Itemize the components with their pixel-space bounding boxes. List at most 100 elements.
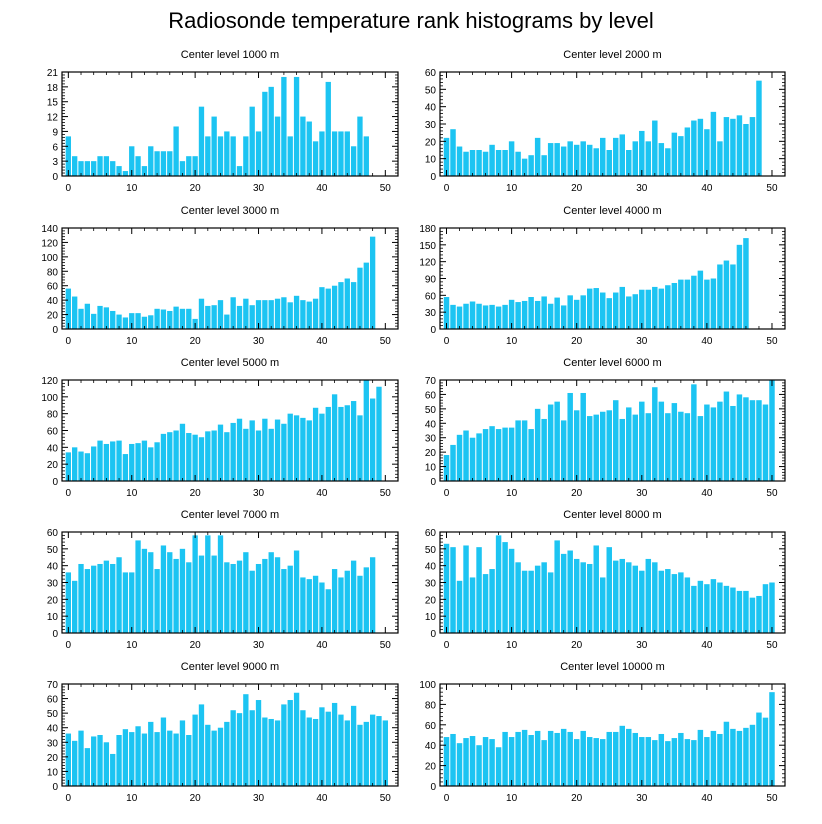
bar [103,560,110,633]
x-tick-label: 30 [253,488,265,499]
y-tick-label: 30 [425,308,437,319]
bar [573,299,580,329]
bar [357,116,363,176]
x-tick-label: 0 [66,793,72,804]
bar [274,557,281,633]
bar [619,286,625,329]
y-tick-label: 20 [425,595,437,606]
bar [450,304,456,329]
bar [249,710,255,786]
bar [205,305,211,329]
bar [84,569,91,633]
bar [671,282,678,329]
bar [665,285,671,329]
x-tick-label: 40 [316,183,328,194]
bar [508,299,515,329]
panel-title: Center level 3000 m [181,205,279,217]
y-tick-label: 50 [47,545,59,556]
bar [236,166,243,176]
panel-title: Center level 6000 m [563,357,661,369]
bar [573,558,580,633]
bar [236,560,243,633]
bar [534,300,541,329]
y-tick-label: 50 [425,545,437,556]
panel-1: Center level 1000 m 0 3 6 9 12 15 18 21 0 10 20 30 40… [47,49,399,194]
bar [632,294,639,329]
bar [495,535,502,633]
y-tick-label: 180 [419,224,436,235]
bar [554,540,560,633]
bar [287,413,293,481]
bar [129,146,135,176]
bar [116,557,122,633]
bar [135,156,141,176]
bar [619,134,625,176]
bar [65,572,72,633]
y-tick-label: 30 [425,434,437,445]
bar [198,298,205,329]
bar [502,150,508,176]
bar [678,572,684,633]
y-tick-label: 30 [425,120,437,131]
bar [300,710,306,786]
y-tick-label: 40 [425,562,437,573]
bar [756,80,762,176]
bar [723,260,730,329]
bar [743,590,749,633]
bar [306,420,312,481]
bar [515,420,521,481]
y-tick-label: 12 [47,113,59,124]
x-tick-label: 0 [444,488,450,499]
y-tick-label: 40 [425,103,437,114]
bar [312,298,319,329]
bar [463,545,469,633]
bar [268,552,274,633]
x-tick-label: 30 [636,488,648,499]
bar [363,567,369,633]
bar [515,302,521,329]
bar [319,707,325,786]
bar [344,131,350,176]
bar [198,437,205,481]
y-tick-label: 60 [47,528,59,539]
bar [573,739,580,786]
bar [580,295,586,329]
y-tick-label: 10 [425,155,437,166]
bar [691,740,697,786]
y-tick-label: 20 [47,311,59,322]
bar [179,423,186,481]
bar [135,540,141,633]
bar [154,732,160,786]
bar [547,730,554,786]
bar [717,582,723,633]
bar [110,563,116,633]
bar [97,563,103,633]
bar [230,710,236,786]
x-tick-label: 10 [126,640,138,651]
bar [547,303,554,329]
panel-5: Center level 5000 m 0 20 40 60 80 100 120 0 10 20 3… [41,357,399,499]
bar [249,420,255,481]
bar [489,144,495,176]
bar [186,735,192,786]
bar [567,550,573,633]
bar [600,739,606,786]
bar [78,451,84,481]
bar [606,150,612,176]
bar [489,304,495,329]
bar [613,400,619,481]
bar [450,129,456,176]
bar [469,736,476,786]
bar [173,558,179,633]
bar [135,443,141,481]
x-tick-label: 0 [444,183,450,194]
y-tick-label: 18 [47,83,59,94]
bar [319,582,325,633]
bar [243,428,249,481]
bar [443,455,450,481]
bar [658,733,665,786]
x-tick-label: 0 [66,488,72,499]
y-tick-label: 60 [425,528,437,539]
bar [135,726,141,786]
bar [281,569,287,633]
